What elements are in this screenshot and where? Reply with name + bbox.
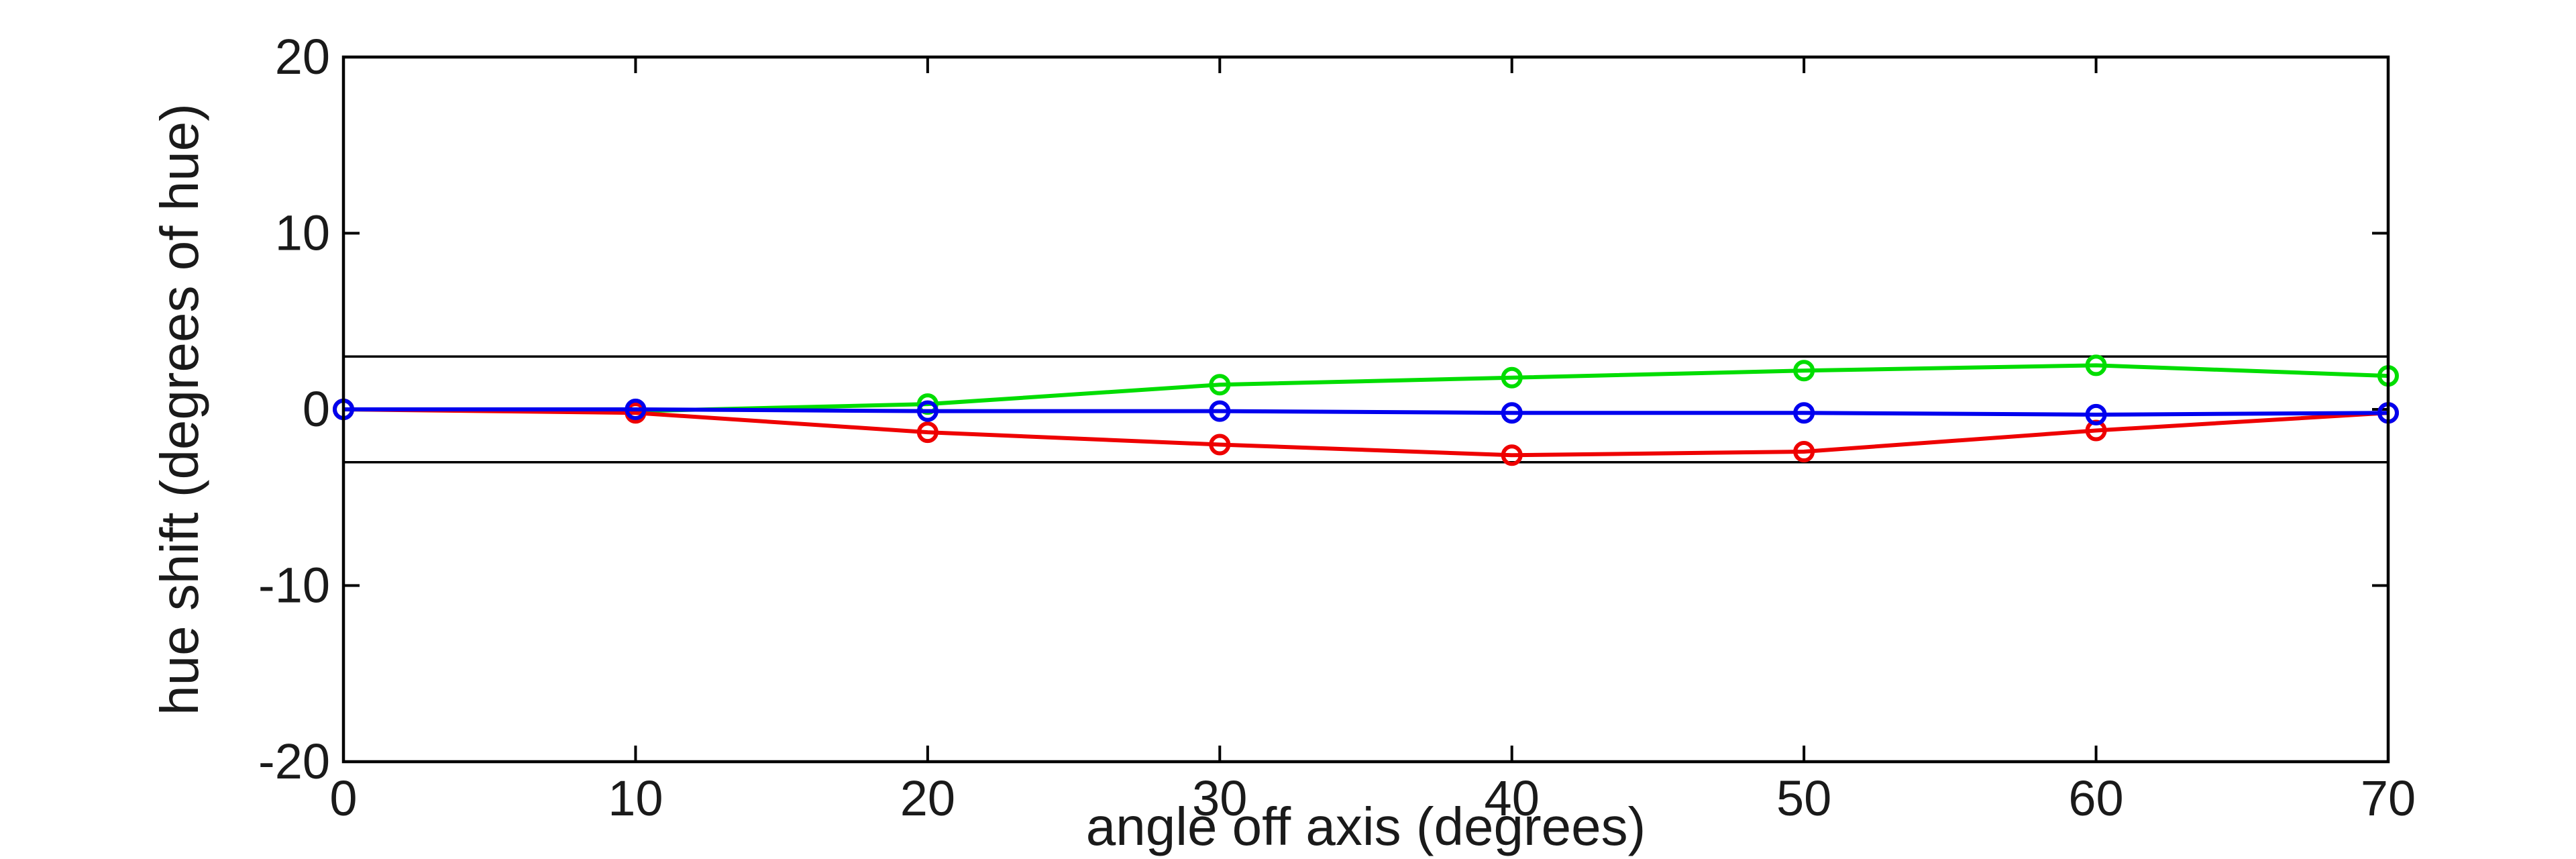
- y-tick-label: -20: [258, 734, 330, 789]
- x-tick-label: 0: [329, 770, 357, 826]
- blue-series-marker: [1501, 402, 1523, 424]
- blue-series-marker: [2085, 403, 2107, 425]
- x-tick-label: 40: [1485, 770, 1540, 826]
- green-series-marker: [1209, 374, 1231, 396]
- green-series-marker: [1793, 360, 1815, 382]
- y-tick-label: 0: [303, 381, 330, 437]
- red-series-marker: [1501, 444, 1523, 466]
- x-tick-label: 70: [2361, 770, 2416, 826]
- x-tick-label: 10: [608, 770, 663, 826]
- y-tick-label: 20: [275, 29, 330, 85]
- red-series-line: [343, 407, 2389, 458]
- x-axis-label: angle off axis (degrees): [1085, 797, 1646, 856]
- red-series-marker: [1209, 434, 1231, 456]
- y-tick-label: -10: [258, 558, 330, 613]
- blue-series-marker: [916, 400, 938, 422]
- red-series-marker: [1793, 441, 1815, 462]
- blue-series-marker: [625, 399, 647, 420]
- blue-series-line: [343, 407, 2389, 417]
- green-series-marker: [2085, 354, 2107, 376]
- red-series-marker: [916, 421, 938, 444]
- x-tick-label: 20: [900, 770, 955, 826]
- x-tick-label: 60: [2068, 770, 2123, 826]
- axes-box: [341, 55, 2390, 764]
- x-tick-label: 30: [1192, 770, 1247, 826]
- blue-series-marker: [1793, 402, 1815, 424]
- green-series-marker: [1501, 366, 1523, 389]
- y-axis-label: hue shift (degrees of hue): [150, 103, 209, 715]
- y-tick-label: 10: [275, 205, 330, 261]
- x-tick-label: 50: [1776, 770, 1831, 826]
- blue-series-marker: [1209, 400, 1231, 422]
